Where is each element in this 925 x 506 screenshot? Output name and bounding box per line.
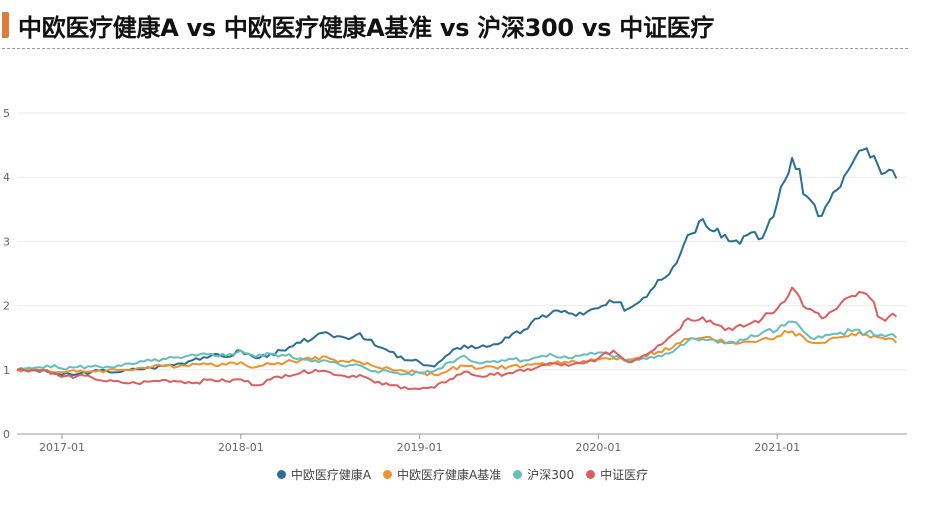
legend-item[interactable]: 中欧医疗健康A [276, 466, 372, 483]
x-tick-label: 2019-01 [397, 441, 443, 454]
chart-legend: 中欧医疗健康A 中欧医疗健康A基准 沪深300 中证医疗 [0, 466, 925, 483]
legend-item[interactable]: 沪深300 [513, 466, 574, 483]
legend-label: 中欧医疗健康A [290, 468, 372, 482]
y-tick-label: 5 [3, 107, 10, 120]
x-tick-label: 2017-01 [39, 441, 85, 454]
y-tick-label: 3 [3, 235, 10, 248]
y-tick-label: 2 [3, 300, 10, 313]
legend-item[interactable]: 中欧医疗健康A基准 [383, 466, 501, 483]
legend-label: 中欧医疗健康A基准 [397, 468, 502, 482]
legend-dot-icon [383, 470, 393, 479]
legend-dot-icon [513, 470, 523, 479]
y-tick-label: 1 [3, 364, 10, 377]
series-line[interactable] [16, 320, 898, 377]
y-tick-label: 0 [3, 428, 10, 441]
legend-item[interactable]: 中证医疗 [586, 466, 648, 483]
chart-title-area: 中欧医疗健康A vs 中欧医疗健康A基准 vs 沪深300 vs 中证医疗 [0, 6, 925, 49]
legend-label: 中证医疗 [600, 468, 649, 482]
line-chart: 0 1 2 3 4 5 2017-01 2018-01 2019-01 2020-01 2021-0… [3, 107, 907, 454]
legend-label: 沪深300 [527, 468, 575, 482]
x-tick-label: 2020-01 [575, 441, 621, 454]
series-line[interactable] [16, 329, 898, 377]
legend-dot-icon [276, 470, 286, 479]
title-divider [2, 48, 908, 49]
y-tick-label: 4 [3, 171, 10, 184]
x-tick-label: 2021-01 [754, 441, 800, 454]
chart-title: 中欧医疗健康A vs 中欧医疗健康A基准 vs 沪深300 vs 中证医疗 [18, 14, 715, 42]
title-accent-bar [2, 12, 9, 38]
series-line[interactable] [16, 147, 898, 376]
x-tick-label: 2018-01 [218, 441, 264, 454]
legend-dot-icon [586, 470, 596, 479]
series-line[interactable] [16, 286, 898, 391]
